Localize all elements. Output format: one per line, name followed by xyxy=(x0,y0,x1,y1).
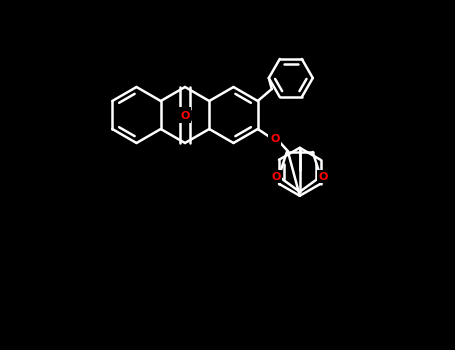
Text: O: O xyxy=(319,172,329,182)
Text: O: O xyxy=(180,109,190,119)
Text: O: O xyxy=(270,134,279,144)
Text: O: O xyxy=(180,111,190,121)
Text: O: O xyxy=(271,172,281,182)
